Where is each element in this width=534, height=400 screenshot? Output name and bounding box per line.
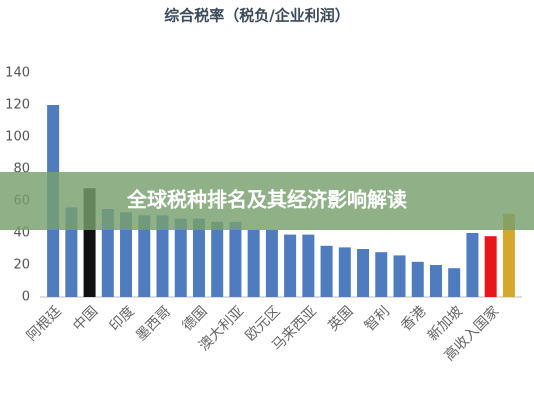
banner-text: 全球税种排名及其经济影响解读 (126, 188, 407, 212)
bar (302, 234, 315, 297)
bar (393, 255, 406, 297)
bar (375, 252, 388, 297)
bar (265, 229, 278, 297)
bar (174, 218, 187, 297)
x-tick-label: 墨西哥 (133, 303, 174, 344)
bar (448, 268, 461, 297)
bar (138, 215, 151, 297)
y-tick-label: 120 (5, 98, 30, 113)
y-tick-label: 0 (22, 290, 30, 305)
bar (211, 221, 224, 297)
bar (338, 247, 351, 297)
bar (429, 265, 442, 297)
x-tick-label: 香港 (398, 303, 429, 334)
bar (156, 215, 169, 297)
bar (120, 212, 133, 297)
bar (247, 229, 260, 297)
x-tick-label: 阿根廷 (24, 303, 65, 344)
y-tick-label: 20 (13, 258, 30, 273)
x-tick-label: 智利 (362, 303, 393, 334)
bar (502, 213, 515, 297)
chart-title: 综合税率（税负/企业利润） (164, 7, 349, 25)
bar (484, 236, 497, 297)
y-tick-label: 100 (5, 130, 30, 145)
bar (466, 233, 479, 297)
x-tick-label: 印度 (107, 303, 138, 334)
bar (320, 245, 333, 297)
bar (101, 209, 114, 297)
bar (411, 261, 424, 297)
x-tick-label: 中国 (70, 303, 101, 334)
x-tick-label: 英国 (325, 303, 357, 335)
y-tick-label: 140 (5, 66, 30, 81)
x-tick-label: 德国 (180, 303, 211, 334)
bar (192, 218, 205, 297)
banner (0, 172, 534, 230)
bar (229, 221, 242, 297)
bar (284, 234, 297, 297)
bar (357, 249, 370, 297)
